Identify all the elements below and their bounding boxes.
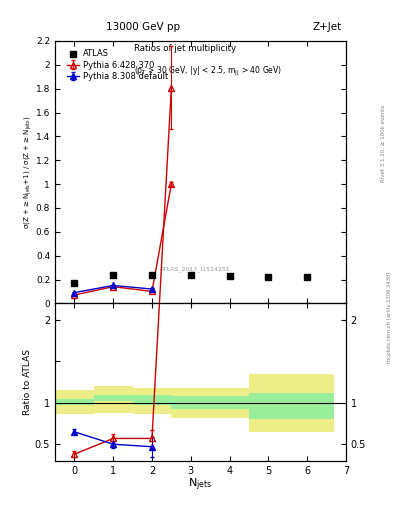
Text: Z+Jet: Z+Jet: [313, 22, 342, 32]
ATLAS: [150, 272, 154, 278]
ATLAS: [188, 272, 193, 278]
Text: Ratios of jet multiplicity: Ratios of jet multiplicity: [134, 44, 236, 53]
ATLAS: [305, 274, 309, 280]
X-axis label: N$_\mathrm{jets}$: N$_\mathrm{jets}$: [188, 477, 213, 494]
Y-axis label: σ(Z + ≥ N$_\mathrm{jets}$+1) / σ(Z + ≥ N$_\mathrm{jets}$): σ(Z + ≥ N$_\mathrm{jets}$+1) / σ(Z + ≥ N…: [23, 115, 35, 229]
ATLAS: [111, 272, 116, 278]
Line: ATLAS: ATLAS: [71, 271, 310, 286]
ATLAS: [227, 273, 232, 279]
ATLAS: [266, 274, 271, 280]
ATLAS: [72, 280, 77, 286]
Text: ATLAS_2017_I1514251: ATLAS_2017_I1514251: [160, 266, 230, 272]
Text: 13000 GeV pp: 13000 GeV pp: [106, 22, 180, 32]
Text: mcplots.cern.ch [arXiv:1306.3436]: mcplots.cern.ch [arXiv:1306.3436]: [387, 272, 391, 363]
Text: (p$_\mathrm{T}$ > 30 GeV, |y| < 2.5, m$_\mathrm{||}$ > 40 GeV): (p$_\mathrm{T}$ > 30 GeV, |y| < 2.5, m$_…: [134, 65, 282, 79]
Y-axis label: Ratio to ATLAS: Ratio to ATLAS: [23, 349, 32, 415]
Legend: ATLAS, Pythia 6.428 370, Pythia 8.308 default: ATLAS, Pythia 6.428 370, Pythia 8.308 de…: [65, 48, 169, 82]
Text: Rivet 3.1.10, ≥ 100k events: Rivet 3.1.10, ≥ 100k events: [381, 105, 386, 182]
